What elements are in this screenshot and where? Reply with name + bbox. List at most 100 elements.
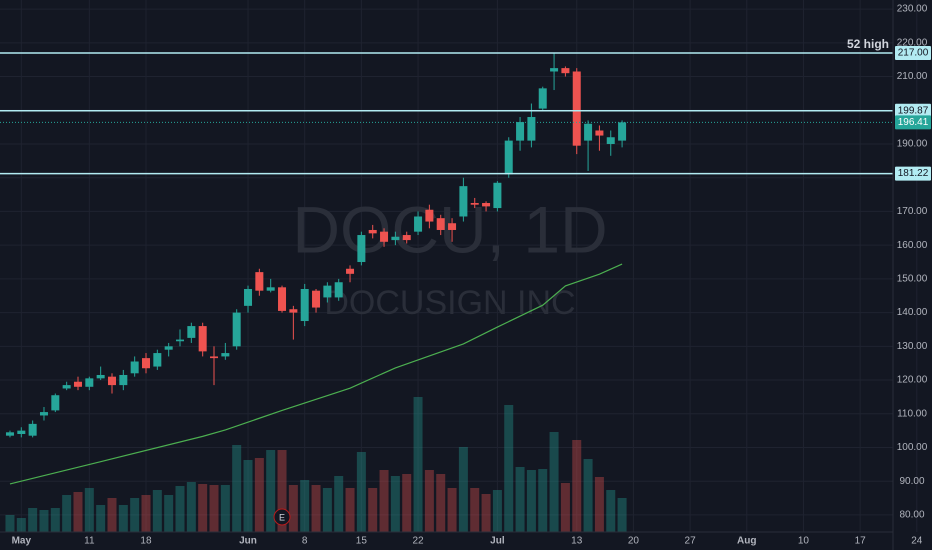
x-tick-label: 11 [84,536,95,547]
candle-body [572,71,581,146]
level-label: 217.00 [898,48,929,59]
candle-body [618,122,627,141]
y-tick-label: 230.00 [897,4,928,15]
candle-body [300,288,309,322]
y-tick-label: 220.00 [897,37,928,48]
x-tick-label: 17 [855,536,867,547]
volume-bar [356,452,366,532]
volume-bar [322,488,332,532]
y-tick-label: 150.00 [897,274,928,285]
candle-body [584,123,593,141]
volume-bar [198,484,208,532]
candle-body [130,361,139,374]
volume-bar [50,508,60,532]
last-price-box [895,115,931,130]
candle-body [198,326,207,352]
y-tick-label: 170.00 [897,206,928,217]
candle-body [414,216,423,232]
candle-body [73,381,82,387]
candle-body [550,68,559,72]
x-tick-label: 24 [911,536,923,547]
x-tick-label: Aug [737,536,756,547]
candle-body [187,326,196,338]
candle-body [5,432,14,436]
candle-body [606,137,615,144]
last-price-label: 196.41 [898,117,929,128]
event-label: E [279,512,285,522]
volume-bar [470,488,480,532]
candle-body [119,374,128,386]
candle-body [357,235,366,263]
volume-bar [277,450,287,532]
candle-body [595,130,604,136]
volume-bar [402,474,412,532]
candle-body [538,88,547,109]
candle-body [482,203,491,207]
volume-bar [334,476,344,532]
volume-bar [73,492,83,532]
volume-bar [152,490,162,532]
volume-bar [345,488,355,532]
x-tick-label: 27 [685,536,697,547]
candle-body [39,412,48,416]
y-tick-label: 190.00 [897,139,928,150]
candle-body [425,209,434,222]
candle-body [51,395,60,411]
candle-body [436,218,445,230]
candle-body [527,117,536,141]
candle-body [391,236,400,241]
watermark-subtitle: DOCUSIGN INC [324,284,575,322]
volume-bar [84,488,94,532]
y-tick-label: 140.00 [897,307,928,318]
candle-body [289,309,298,313]
level-label: 181.22 [898,168,929,179]
candle-body [346,268,355,274]
x-tick-label: 13 [571,536,583,547]
candle-body [153,353,162,367]
x-tick-label: Jul [490,536,505,547]
volume-bar [481,494,491,532]
volume-bar [458,447,468,532]
candle-body [368,229,377,234]
volume-layer [5,397,627,532]
volume-bar [209,485,219,532]
volume-bar [492,490,502,532]
level-label-box [895,166,931,181]
volume-bar [549,432,559,532]
y-tick-label: 110.00 [897,408,927,419]
volume-bar [28,508,38,532]
candle-body [561,68,570,74]
volume-bar [220,485,230,532]
x-tick-label: Jun [239,536,257,547]
volume-bar [5,515,15,532]
x-tick-label: 10 [798,536,810,547]
candle-body [232,312,241,347]
candle-body [504,140,513,175]
candle-body [62,385,71,389]
candle-body [266,287,275,291]
y-tick-label: 100.00 [897,442,928,453]
candle-body [17,430,26,434]
candle-body [459,186,468,217]
volume-bar [447,488,457,532]
volume-bar [368,488,378,532]
volume-bar [288,485,298,532]
candle-body [448,223,457,230]
volume-bar [390,476,400,532]
candle-body [85,378,94,387]
candle-body [312,290,321,308]
annotation: 52 high [847,37,889,51]
candle-body [221,353,230,357]
candle-body [278,287,287,311]
volume-bar [141,495,151,532]
x-tick-label: 18 [140,536,152,547]
volume-bar [560,483,570,532]
candle-body [28,423,37,436]
volume-bar [39,510,49,532]
volume-bar [62,495,72,532]
volume-bar [413,397,423,532]
volume-bar [504,405,514,532]
volume-bar [379,470,389,532]
y-tick-label: 160.00 [897,240,928,251]
